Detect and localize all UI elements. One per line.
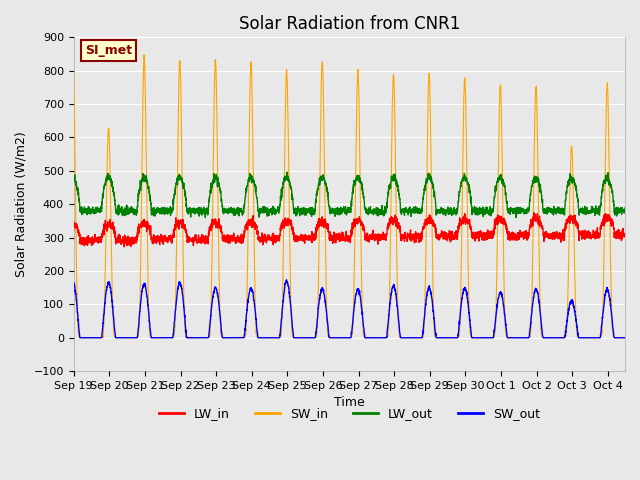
Legend: LW_in, SW_in, LW_out, SW_out: LW_in, SW_in, LW_out, SW_out	[154, 402, 545, 425]
Title: Solar Radiation from CNR1: Solar Radiation from CNR1	[239, 15, 460, 33]
Text: SI_met: SI_met	[84, 44, 132, 57]
X-axis label: Time: Time	[334, 396, 365, 409]
Y-axis label: Solar Radiation (W/m2): Solar Radiation (W/m2)	[15, 132, 28, 277]
